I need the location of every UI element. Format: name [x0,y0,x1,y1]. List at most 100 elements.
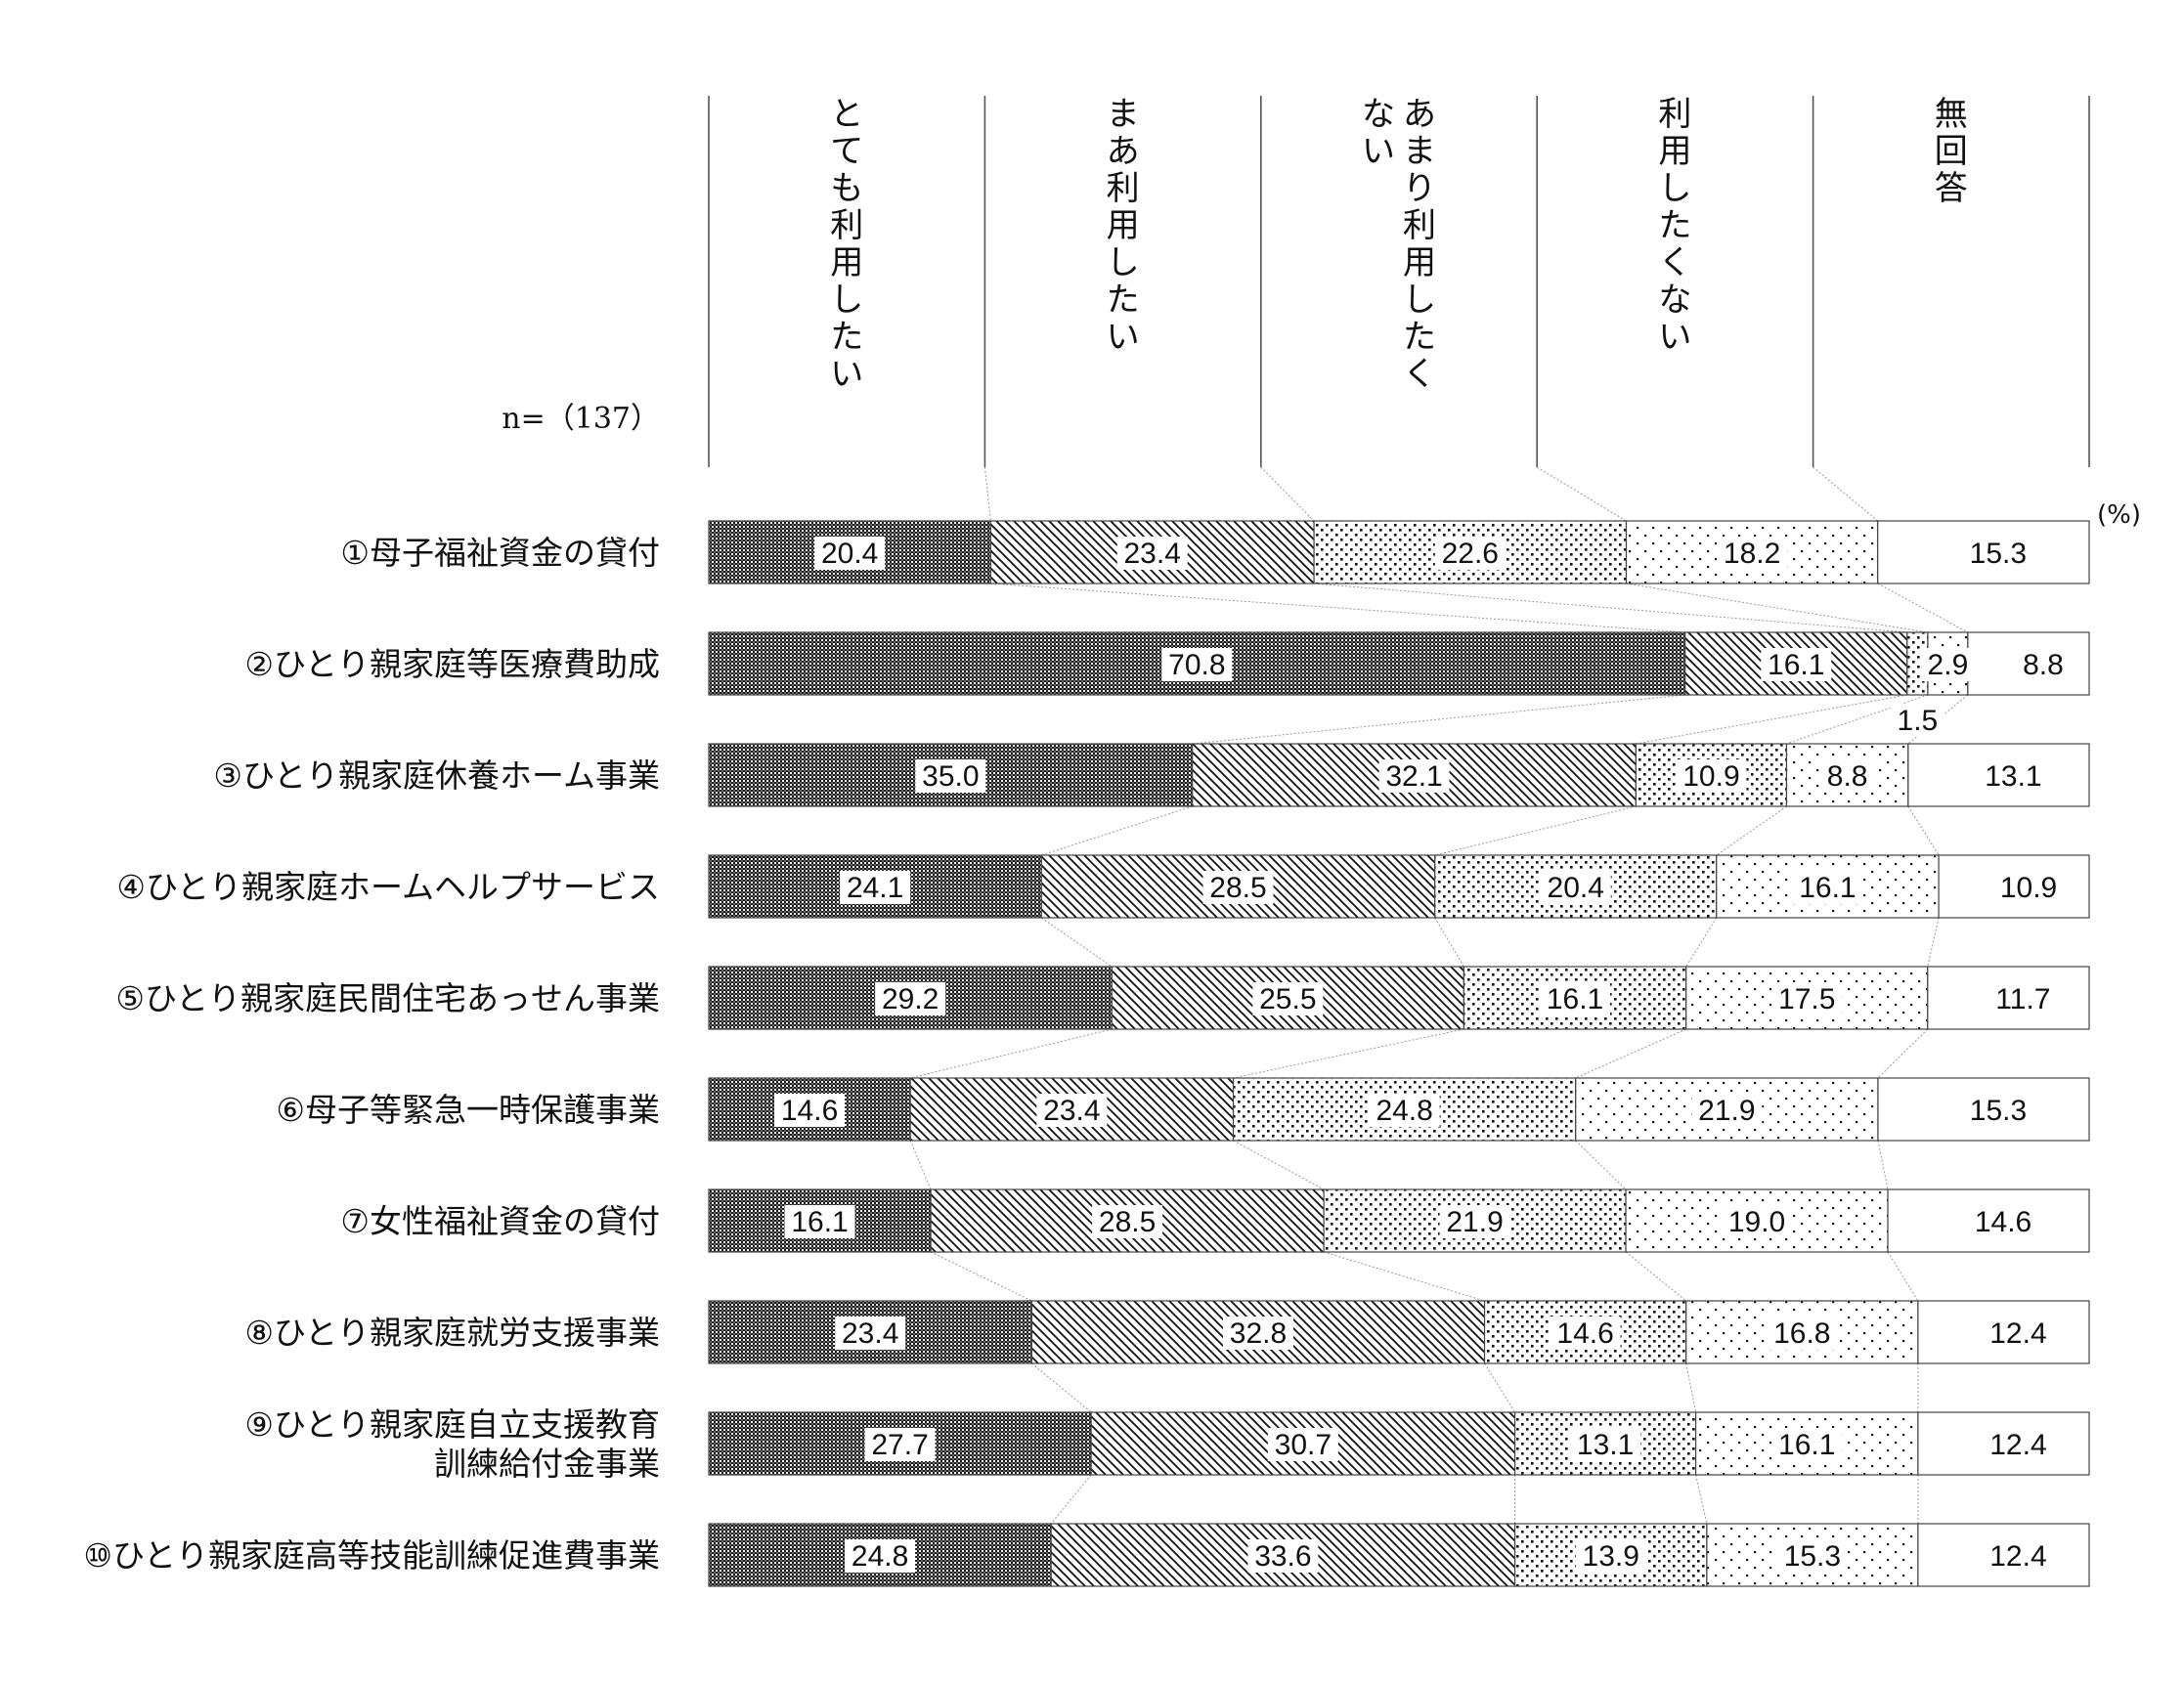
value-label-bg [1540,982,1611,1015]
connector-line [1484,1362,1516,1413]
sample-size-label: n=（137） [502,402,660,436]
bar-segment [1877,1077,2090,1142]
value-label: 15.3 [1970,538,2027,570]
legend-header-char: い [1362,132,1395,171]
value-label: 8.8 [2023,649,2064,681]
connector-line [1625,1251,1687,1302]
value-label: 10.9 [2000,872,2057,904]
legend-header-char: と [830,95,863,134]
legend-header-char: 用 [830,243,863,282]
connector-line [930,1251,1032,1302]
legend-header-char: 回 [1935,132,1968,171]
bar-segment [1907,743,2090,807]
value-label: 1.5 [1898,705,1939,737]
value-label: 16.1 [791,1206,848,1238]
legend-header-char: し [1107,243,1140,282]
connector-line [1575,1140,1627,1190]
bar-segment [1967,631,2090,696]
legend-header-char: 用 [1107,206,1140,245]
value-label: 16.1 [1799,872,1856,904]
bar-segment [1877,520,2090,584]
connector-line [909,1140,932,1190]
legend-header-char: 答 [1935,169,1968,208]
value-label: 29.2 [882,983,939,1015]
value-label-bg [840,871,911,904]
value-label-bg [1771,1428,1843,1461]
connector-line [1626,583,1929,633]
value-label: 21.9 [1446,1206,1503,1238]
value-label: 14.6 [781,1095,838,1127]
value-label: 16.8 [1773,1317,1830,1350]
legend-header-char: た [1658,206,1691,245]
legend-header-char: 無 [1935,95,1968,134]
value-label: 16.1 [1547,983,1603,1015]
value-label-bg [814,537,886,570]
legend-header-char: た [1107,281,1140,320]
value-label: 15.3 [1784,1540,1841,1573]
value-label: 23.4 [842,1317,898,1350]
legend-header-char: な [1362,95,1395,134]
value-label-bg [1550,1317,1621,1350]
connector-line [1233,1028,1464,1079]
value-label-bg [1116,537,1188,570]
value-label-bg [864,1428,936,1461]
legend-header-char: な [1658,281,1691,320]
category-label: 訓練給付金事業 [434,1445,660,1483]
legend-header-char: 用 [1403,243,1436,282]
category-label: ①母子福祉資金の貸付 [340,534,660,572]
connector-line [1031,1362,1092,1413]
value-label-bg [1691,1094,1763,1127]
legend-header-char: た [830,318,863,357]
value-label-bg [1767,1317,1838,1350]
legend-header-char: り [1403,169,1436,208]
category-label: ⑧ひとり親家庭就労支援事業 [244,1314,660,1352]
legend-header-char: 用 [1658,132,1691,171]
connector-line [1887,1251,1919,1302]
category-label: ⑥母子等緊急一時保護事業 [276,1091,660,1129]
connector-line [910,1028,1113,1079]
value-label-bg [1378,759,1450,793]
legend-header-char: い [1107,318,1140,357]
legend-header-char: 利 [1658,95,1691,134]
bar-segment [1938,854,2090,919]
connector-line [1314,583,1907,633]
value-label-bg [1267,1428,1338,1461]
connector-line [1041,805,1193,856]
connector-line [1786,694,1929,745]
value-label: 25.5 [1259,983,1316,1015]
value-label: 24.8 [1376,1095,1432,1127]
value-label-bg [1036,1094,1108,1127]
legend-header-char: い [1658,318,1691,357]
value-label-bg [1202,871,1274,904]
value-label: 13.1 [1985,760,2041,793]
legend-header-char: 利 [1403,206,1436,245]
value-label-bg [1540,871,1611,904]
value-label-bg [1920,648,1976,681]
value-label: 16.1 [1768,649,1824,681]
connector-line [1877,1028,1929,1079]
value-label-bg [1771,982,1843,1015]
value-label: 12.4 [1989,1429,2046,1461]
value-label-bg [774,1094,846,1127]
category-label: ⑨ひとり親家庭自立支援教育 [244,1405,660,1444]
connector-line [1877,583,1969,633]
value-label-bg [845,1539,916,1573]
value-label-bg [1570,1428,1641,1461]
value-label: 24.1 [847,872,903,904]
value-label: 17.5 [1778,983,1835,1015]
legend-header-char: 利 [830,206,863,245]
connector-line [1041,917,1113,968]
value-label: 32.1 [1385,760,1442,793]
bar-segment [1927,966,2090,1030]
value-label-bg [1819,759,1875,793]
legend-header-char: 利 [1107,169,1140,208]
value-label-bg [1247,1539,1319,1573]
value-label: 22.6 [1442,538,1499,570]
value-label: 23.4 [1043,1095,1100,1127]
category-label: ②ひとり親家庭等医療費助成 [244,645,660,683]
legend-header-char: た [1403,318,1436,357]
category-label: ⑤ひとり親家庭民間住宅あっせん事業 [115,979,660,1017]
legend-header-char: て [830,132,863,171]
connector-line [1716,805,1787,856]
value-label: 13.1 [1577,1429,1634,1461]
